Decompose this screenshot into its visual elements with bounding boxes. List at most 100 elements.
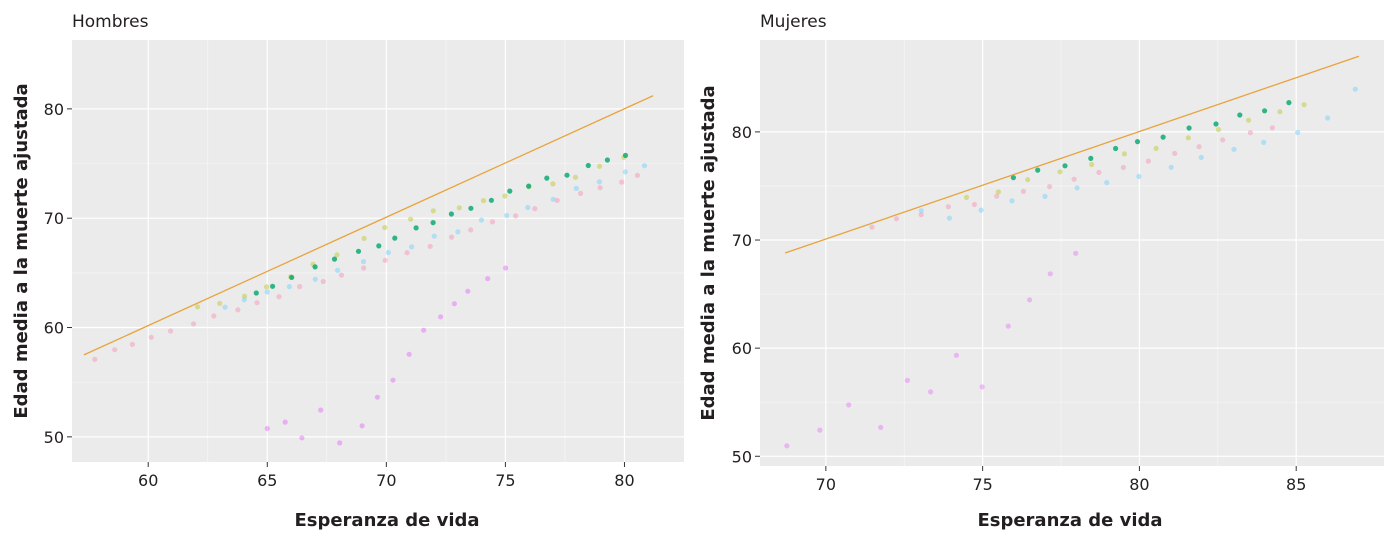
scatter-point — [382, 224, 388, 231]
scatter-point — [1153, 145, 1159, 151]
scatter-point — [604, 157, 611, 163]
scatter-point — [438, 314, 444, 320]
x-tick-label: 80 — [614, 471, 634, 490]
scatter-point — [1073, 250, 1079, 256]
scatter-point — [468, 205, 474, 211]
scatter-point — [1286, 100, 1292, 106]
scatter-point — [253, 290, 259, 296]
scatter-point — [1074, 185, 1080, 191]
scatter-point — [413, 225, 419, 231]
scatter-point — [1104, 180, 1110, 186]
scatter-point — [406, 351, 412, 357]
scatter-point — [953, 352, 959, 358]
scatter-point — [1047, 184, 1053, 190]
scatter-point — [318, 407, 324, 413]
scatter-point — [1231, 146, 1237, 152]
scatter-point — [376, 243, 382, 249]
scatter-point — [488, 197, 494, 203]
scatter-point — [550, 196, 556, 202]
scatter-point — [270, 283, 276, 289]
scatter-point — [374, 394, 380, 400]
scatter-point — [544, 175, 550, 181]
scatter-point — [430, 220, 436, 226]
scatter-point — [264, 425, 270, 432]
scatter-point — [784, 443, 790, 449]
scatter-point — [573, 185, 579, 191]
scatter-point — [1325, 115, 1331, 121]
reference-line — [83, 95, 654, 356]
y-axis: 50 60 70 80 — [732, 123, 760, 466]
scatter-point — [564, 172, 570, 178]
x-tick-label: 75 — [972, 475, 992, 494]
scatter-point — [286, 284, 292, 290]
scatter-point — [619, 179, 625, 185]
scatter-point — [1262, 108, 1268, 114]
scatter-point — [1088, 155, 1094, 161]
scatter-point — [1172, 150, 1178, 156]
scatter-point — [597, 163, 603, 169]
scatter-point — [1220, 137, 1226, 143]
x-tick-label: 70 — [376, 471, 396, 490]
scatter-point — [1113, 145, 1119, 152]
scatter-point — [979, 384, 985, 390]
scatter-point — [869, 224, 875, 230]
x-axis: 70 75 80 85 — [816, 466, 1306, 494]
scatter-point — [468, 227, 474, 233]
scatter-point — [507, 188, 513, 194]
scatter-point — [817, 427, 823, 433]
scatter-point — [532, 206, 538, 212]
scatter-point — [289, 274, 295, 280]
scatter-point — [1186, 125, 1192, 131]
scatter-point — [1145, 158, 1151, 164]
scatter-point — [431, 233, 437, 239]
scatter-point — [320, 278, 326, 285]
scatter-point — [430, 208, 436, 214]
scatter-point — [451, 301, 457, 307]
scatter-point — [1295, 129, 1301, 136]
reference-line — [784, 55, 1360, 254]
scatter-point — [945, 204, 951, 210]
scatter-point — [904, 377, 910, 383]
panel-title: Hombres — [72, 12, 149, 32]
y-tick-label: 70 — [44, 209, 64, 228]
scatter-point — [502, 193, 508, 199]
scatter-point — [485, 276, 491, 282]
scatter-point — [241, 293, 248, 299]
chart-hombres: 60 65 70 75 80 50 60 70 80 Hombres Esperanza de vi… — [11, 12, 684, 531]
scatter-points — [92, 152, 648, 446]
x-tick-label: 70 — [816, 475, 836, 494]
x-tick-label: 85 — [1286, 475, 1306, 494]
scatter-point — [1057, 169, 1063, 175]
scatter-point — [456, 205, 462, 211]
scatter-point — [1168, 164, 1174, 170]
scatter-point — [1005, 323, 1011, 329]
scatter-point — [1215, 127, 1222, 133]
scatter-point — [1071, 176, 1077, 182]
scatter-point — [918, 208, 924, 214]
scatter-point — [312, 276, 318, 282]
scatter-point — [846, 402, 852, 408]
scatter-point — [361, 265, 367, 271]
scatter-point — [1301, 102, 1307, 108]
scatter-point — [622, 152, 629, 158]
scatter-point — [1096, 169, 1102, 175]
y-tick-label: 50 — [44, 428, 64, 447]
scatter-point — [211, 313, 217, 319]
scatter-point — [360, 259, 367, 265]
scatter-point — [355, 248, 362, 254]
scatter-point — [585, 162, 591, 169]
plot-panel — [72, 40, 684, 462]
panel-title: Mujeres — [760, 12, 827, 32]
scatter-point — [513, 213, 519, 219]
y-tick-label: 50 — [732, 447, 752, 466]
x-axis-title: Esperanza de vida — [294, 510, 479, 531]
scatter-point — [641, 163, 648, 169]
scatter-point — [1196, 144, 1202, 150]
scatter-point — [264, 289, 270, 295]
scatter-point — [928, 389, 934, 395]
scatter-point — [359, 423, 365, 429]
scatter-point — [449, 234, 455, 240]
x-tick-label: 80 — [1129, 475, 1149, 494]
scatter-point — [297, 284, 303, 290]
scatter-point — [1352, 86, 1358, 92]
